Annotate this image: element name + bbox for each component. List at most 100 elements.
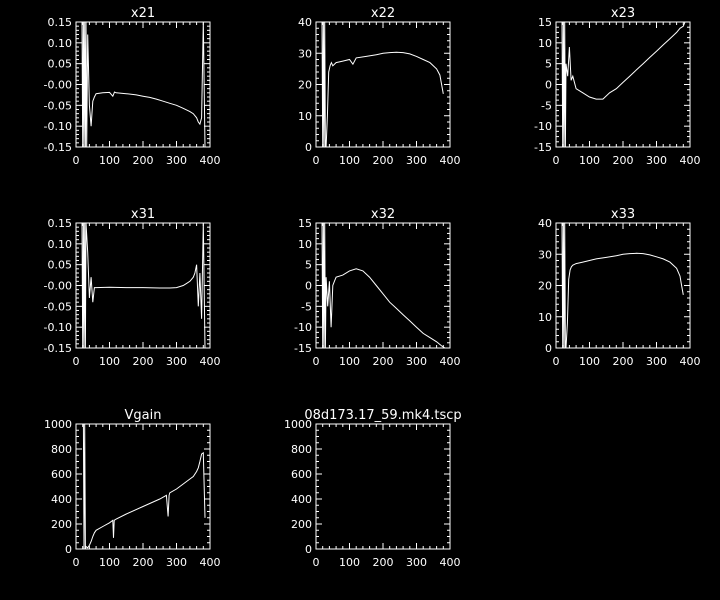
- chart-title: Vgain: [125, 408, 162, 423]
- y-tick-label: 0: [305, 280, 312, 293]
- y-tick-label: 0.05: [48, 259, 73, 272]
- y-tick-label: 5: [545, 58, 552, 71]
- plot-frame: [315, 222, 451, 349]
- y-tick-label: -5: [301, 300, 312, 313]
- chart-title: x31: [131, 207, 155, 222]
- y-tick-label: 0: [545, 342, 552, 355]
- y-tick-label: 1000: [284, 418, 312, 431]
- y-tick-label: 0.10: [48, 37, 73, 50]
- x-tick-label: 200: [133, 154, 154, 167]
- y-tick-label: 10: [538, 37, 552, 50]
- y-tick-label: -10: [534, 120, 552, 133]
- x-tick-label: 400: [680, 154, 701, 167]
- y-tick-label: 15: [538, 16, 552, 29]
- x-tick-label: 100: [99, 556, 120, 569]
- y-tick-label: 200: [291, 518, 312, 531]
- x-tick-label: 300: [646, 355, 667, 368]
- chart-panel-7: 08d173.17_59.mk4.tscp 0 100 200 300 400 0 200 40…: [284, 408, 462, 569]
- y-tick-label: 600: [291, 468, 312, 481]
- y-tick-label: 0: [305, 543, 312, 556]
- y-tick-label: -15: [534, 141, 552, 154]
- y-tick-label: 800: [291, 443, 312, 456]
- y-tick-label: 400: [291, 493, 312, 506]
- plot-frame: [555, 21, 691, 148]
- y-tick-label: 800: [51, 443, 72, 456]
- y-tick-label: -0.10: [44, 321, 72, 334]
- y-tick-label: 0: [545, 79, 552, 92]
- x-tick-label: 0: [553, 355, 560, 368]
- chart-title: 08d173.17_59.mk4.tscp: [304, 408, 461, 423]
- y-tick-label: 20: [298, 79, 312, 92]
- y-tick-label: 30: [298, 47, 312, 60]
- x-tick-label: 0: [73, 355, 80, 368]
- x-tick-label: 400: [440, 355, 461, 368]
- y-tick-label: -0.10: [44, 120, 72, 133]
- y-tick-label: 0: [65, 543, 72, 556]
- plot-frame: [555, 222, 691, 349]
- x-tick-label: 100: [99, 355, 120, 368]
- y-tick-label: 20: [538, 280, 552, 293]
- series-line: [561, 222, 684, 349]
- x-tick-label: 0: [553, 154, 560, 167]
- plot-frame: [75, 21, 211, 148]
- y-tick-label: -0.05: [44, 300, 72, 313]
- y-tick-label: 200: [51, 518, 72, 531]
- y-tick-label: -0.05: [44, 99, 72, 112]
- x-tick-label: 400: [440, 556, 461, 569]
- series-line: [561, 21, 686, 148]
- x-tick-label: 300: [406, 154, 427, 167]
- chart-panel-6: Vgain 0 100 200 300 400 0 200 400 600 800 1000: [44, 408, 221, 569]
- y-tick-label: 600: [51, 468, 72, 481]
- x-tick-label: 200: [613, 355, 634, 368]
- chart-title: x21: [131, 6, 155, 21]
- chart-title: x22: [371, 6, 395, 21]
- y-tick-label: 15: [298, 217, 312, 230]
- x-tick-label: 300: [166, 556, 187, 569]
- y-tick-label: 1000: [44, 418, 72, 431]
- x-tick-label: 0: [313, 355, 320, 368]
- chart-panel-3: x31 0 100 200 300 400 -0.15 -0.10 -0.05 -0.00 0.05…: [44, 207, 221, 368]
- x-tick-label: 200: [373, 154, 394, 167]
- x-tick-label: 200: [373, 556, 394, 569]
- chart-panel-2: x23 0 100 200 300 400 -15 -10 -5 0 5 10 15: [534, 6, 700, 167]
- x-tick-label: 300: [166, 154, 187, 167]
- y-tick-label: 40: [538, 217, 552, 230]
- series-line: [81, 222, 206, 349]
- chart-panel-1: x22 0 100 200 300 400 0 10 20 30 40: [298, 6, 461, 167]
- y-tick-label: 0.05: [48, 58, 73, 71]
- x-tick-label: 100: [339, 355, 360, 368]
- y-tick-label: -10: [294, 321, 312, 334]
- y-tick-label: 400: [51, 493, 72, 506]
- x-tick-label: 400: [680, 355, 701, 368]
- chart-panel-5: x33 0 100 200 300 400 0 10 20 30 40: [538, 207, 701, 368]
- y-tick-label: 5: [305, 259, 312, 272]
- x-tick-label: 300: [646, 154, 667, 167]
- y-tick-label: 10: [298, 110, 312, 123]
- x-tick-label: 300: [406, 556, 427, 569]
- series-line: [81, 21, 206, 148]
- chart-title: x23: [611, 6, 635, 21]
- y-tick-label: 0.15: [48, 16, 73, 29]
- x-tick-label: 100: [339, 556, 360, 569]
- y-tick-label: 10: [538, 311, 552, 324]
- x-tick-label: 400: [200, 556, 221, 569]
- x-tick-label: 0: [73, 556, 80, 569]
- y-tick-label: -0.15: [44, 141, 72, 154]
- y-tick-label: -0.00: [44, 280, 72, 293]
- series-line: [321, 222, 446, 349]
- y-tick-label: 30: [538, 248, 552, 261]
- y-tick-label: 0.10: [48, 238, 73, 251]
- chart-panel-4: x32 0 100 200 300 400 -15 -10 -5 0 5 10 15: [294, 207, 460, 368]
- x-tick-label: 100: [579, 154, 600, 167]
- x-tick-label: 400: [200, 154, 221, 167]
- y-tick-label: -0.15: [44, 342, 72, 355]
- x-tick-label: 400: [440, 154, 461, 167]
- x-tick-label: 0: [73, 154, 80, 167]
- y-tick-label: 40: [298, 16, 312, 29]
- x-tick-label: 200: [373, 355, 394, 368]
- x-tick-label: 300: [406, 355, 427, 368]
- x-tick-label: 200: [613, 154, 634, 167]
- series-line: [82, 423, 206, 550]
- x-tick-label: 400: [200, 355, 221, 368]
